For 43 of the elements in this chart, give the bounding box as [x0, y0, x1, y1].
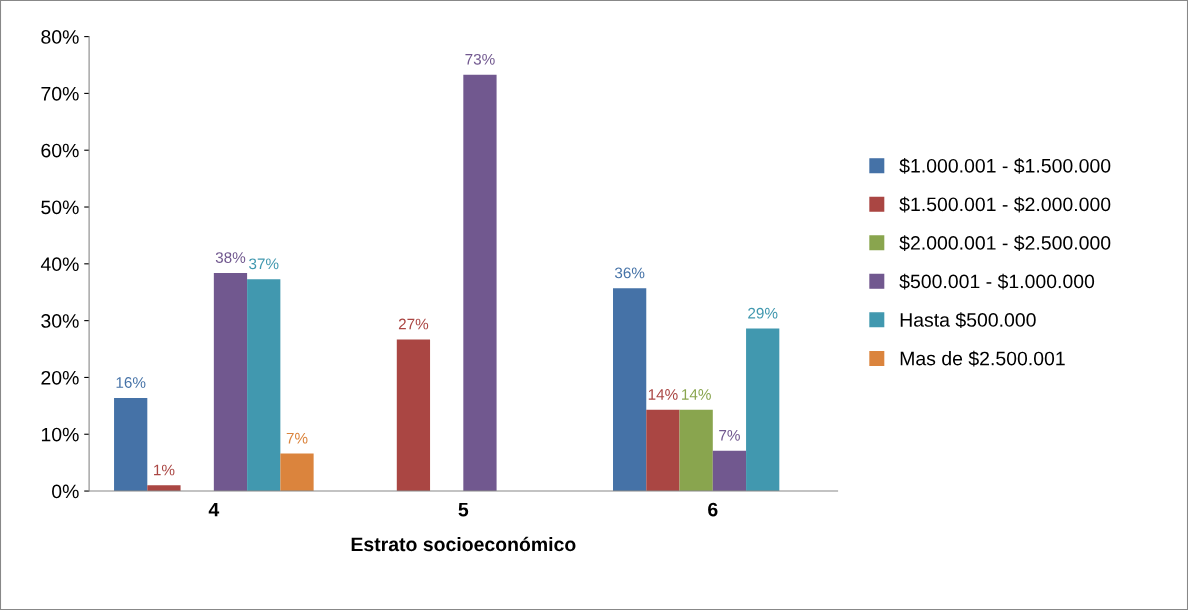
y-tick-label: 0%: [52, 484, 79, 499]
bar: [280, 453, 314, 492]
bar: [746, 328, 780, 492]
data-label: 16%: [116, 377, 146, 388]
data-label: 36%: [614, 267, 645, 279]
legend-label: Mas de $2.500.001: [900, 350, 1065, 367]
bar: [679, 409, 713, 492]
bar: [712, 450, 747, 492]
x-axis-title: Estrato socioeconómico: [351, 536, 576, 552]
x-tick-label: 4: [208, 502, 220, 517]
y-tick-label: 60%: [41, 143, 79, 158]
bar: [247, 279, 281, 492]
bar: [213, 272, 248, 492]
data-label: 38%: [215, 252, 246, 263]
y-tick-label: 40%: [40, 257, 79, 272]
bar: [114, 397, 148, 492]
data-label: 37%: [249, 258, 279, 270]
y-tick-label: 30%: [41, 314, 79, 328]
x-tick-label: 6: [708, 502, 718, 517]
data-label: 7%: [719, 430, 740, 441]
data-label: 27%: [398, 318, 429, 330]
data-label: 1%: [154, 464, 175, 476]
data-label: 7%: [286, 432, 308, 444]
bar: [613, 288, 647, 492]
data-label: 29%: [748, 307, 778, 319]
x-tick-label: 5: [458, 502, 469, 517]
bar: [396, 339, 431, 492]
legend-label: Hasta $500.000: [900, 312, 1036, 329]
bar: [147, 485, 181, 492]
y-tick-label: 20%: [41, 370, 79, 385]
legend-label: $500.001 - $1.000.000: [899, 273, 1095, 290]
y-tick-label: 80%: [41, 30, 79, 44]
data-label: 14%: [648, 389, 678, 400]
legend-label: $2.000.001 - $2.500.000: [899, 235, 1111, 251]
data-label: 14%: [682, 389, 711, 400]
bar: [646, 409, 680, 492]
y-tick-label: 70%: [41, 86, 79, 101]
y-tick-label: 10%: [41, 427, 79, 442]
y-tick-label: 50%: [41, 200, 79, 215]
data-label: 73%: [465, 53, 495, 65]
legend-label: $1.500.001 - $2.000.000: [899, 196, 1111, 213]
bar: [463, 74, 497, 492]
legend-label: $1.000.001 - $1.500.000: [899, 158, 1111, 174]
